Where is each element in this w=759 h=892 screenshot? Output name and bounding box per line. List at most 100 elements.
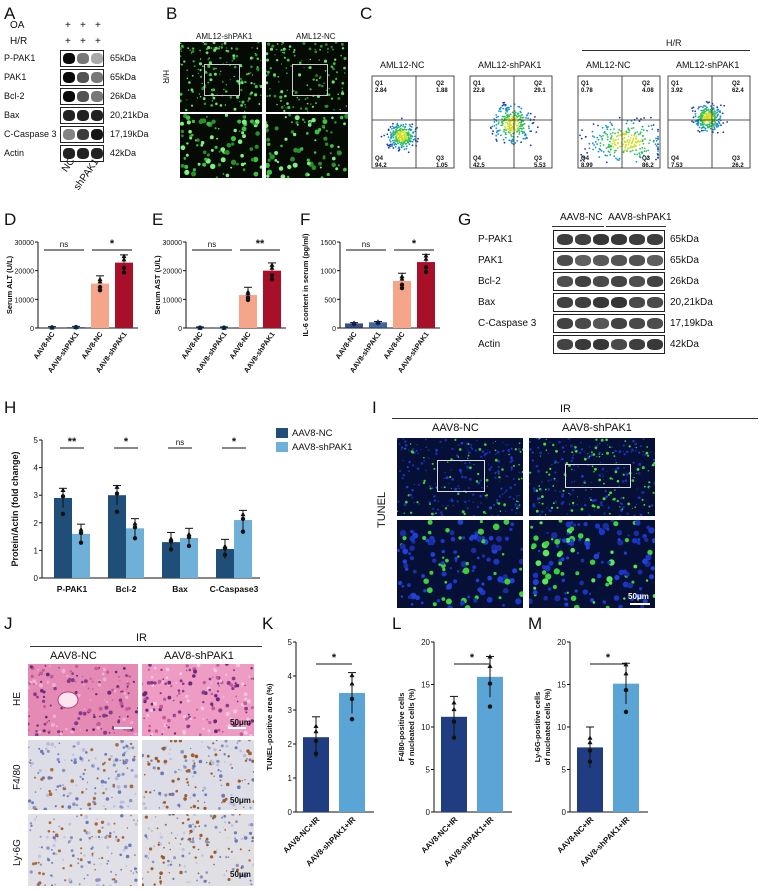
event bbox=[522, 137, 525, 140]
blot-band bbox=[647, 254, 663, 267]
cell bbox=[101, 836, 104, 839]
cell bbox=[502, 442, 504, 444]
event bbox=[606, 128, 609, 131]
cell bbox=[177, 689, 181, 692]
data-point bbox=[245, 290, 251, 296]
cell bbox=[279, 100, 282, 102]
cell bbox=[293, 49, 296, 51]
cell bbox=[547, 452, 549, 455]
event bbox=[703, 104, 705, 107]
cell bbox=[29, 759, 32, 761]
y-tick-label: 2 bbox=[34, 519, 39, 528]
cell bbox=[87, 802, 91, 807]
cell bbox=[242, 754, 247, 758]
cell bbox=[240, 81, 244, 85]
cell bbox=[630, 451, 633, 453]
cell bbox=[306, 102, 309, 105]
blot-band bbox=[77, 72, 89, 83]
data-point bbox=[375, 319, 381, 324]
y-axis-label: Serum AST (U/L) bbox=[153, 255, 162, 315]
data-point bbox=[186, 531, 192, 536]
cell bbox=[236, 664, 241, 668]
cell bbox=[590, 488, 592, 490]
cell bbox=[232, 803, 236, 807]
event bbox=[639, 147, 641, 150]
event bbox=[633, 134, 636, 137]
cell bbox=[220, 46, 223, 49]
blot-band bbox=[575, 254, 591, 267]
cell bbox=[55, 725, 58, 728]
cell bbox=[119, 805, 123, 809]
cell bbox=[418, 484, 420, 486]
data-point bbox=[168, 536, 174, 541]
cell bbox=[431, 487, 434, 490]
cell bbox=[114, 758, 119, 762]
event bbox=[636, 131, 639, 133]
ly6g-image bbox=[142, 814, 254, 886]
event bbox=[521, 128, 523, 130]
cell bbox=[608, 581, 613, 585]
cell bbox=[159, 835, 163, 839]
blot-g-row-label: C-Caspase 3 bbox=[478, 318, 537, 329]
data-point bbox=[132, 520, 138, 526]
cell bbox=[592, 453, 596, 456]
cell bbox=[244, 706, 248, 711]
quadrant-value: 2.84 bbox=[375, 88, 387, 94]
event bbox=[402, 145, 405, 148]
cell bbox=[201, 741, 203, 743]
cell bbox=[205, 837, 209, 841]
cell bbox=[619, 502, 622, 505]
cell bbox=[624, 538, 629, 543]
cell bbox=[494, 449, 497, 452]
cell bbox=[180, 121, 184, 126]
cell bbox=[179, 864, 181, 867]
cell bbox=[602, 600, 607, 604]
cell bbox=[88, 836, 92, 840]
cell bbox=[161, 746, 166, 751]
cell bbox=[423, 456, 425, 459]
cell bbox=[543, 595, 548, 601]
cell bbox=[158, 791, 162, 795]
cell bbox=[39, 671, 43, 676]
event bbox=[655, 158, 657, 161]
cell bbox=[144, 854, 148, 858]
cell bbox=[188, 832, 191, 835]
cell bbox=[191, 50, 195, 53]
cell bbox=[129, 884, 132, 886]
event bbox=[702, 129, 705, 132]
event bbox=[704, 105, 707, 107]
cell bbox=[595, 438, 598, 441]
event bbox=[616, 158, 619, 161]
cell bbox=[283, 56, 286, 59]
cell bbox=[223, 42, 227, 45]
event bbox=[400, 133, 402, 135]
panel-letter-j: J bbox=[4, 614, 13, 633]
cell bbox=[420, 462, 424, 465]
cell bbox=[267, 158, 271, 162]
cell bbox=[215, 102, 218, 106]
event bbox=[722, 131, 725, 134]
cell bbox=[162, 730, 164, 733]
cell bbox=[114, 670, 118, 674]
event bbox=[518, 106, 521, 108]
cell bbox=[617, 538, 621, 542]
cell bbox=[36, 816, 38, 818]
cell bbox=[199, 833, 203, 838]
event bbox=[719, 110, 721, 113]
cell bbox=[121, 690, 124, 693]
y-axis-label: TUNEL-positive area (%) bbox=[265, 683, 274, 771]
cell bbox=[117, 790, 122, 794]
cell bbox=[127, 805, 130, 808]
cell bbox=[496, 450, 500, 454]
cell bbox=[200, 143, 204, 147]
blot-band bbox=[91, 72, 103, 83]
cell bbox=[331, 80, 335, 84]
cell bbox=[147, 668, 151, 671]
cell bbox=[219, 73, 221, 75]
cell bbox=[244, 103, 246, 106]
cell bbox=[185, 153, 189, 157]
event bbox=[620, 130, 622, 132]
legend-label: AAV8-shPAK1 bbox=[292, 442, 352, 453]
bar bbox=[162, 542, 180, 578]
